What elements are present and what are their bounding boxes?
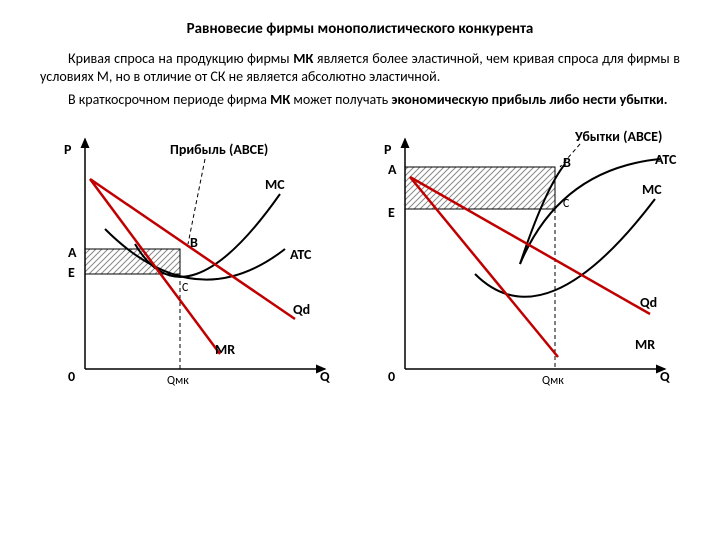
label-MR: MR [215,341,235,358]
chart-loss: Убытки (АВСЕ) P А Е В С MC ATC Qd MR 0 Q… [360,119,680,414]
label-ATC: ATC [290,246,312,263]
label-Q: Q [660,368,670,385]
chart-profit: Прибыль (АВСЕ) P А Е В С MC ATC Qd MR 0 … [40,119,340,414]
chart-profit-svg: Прибыль (АВСЕ) P А Е В С MC ATC Qd MR 0 … [40,119,340,409]
label-Qd: Qd [640,294,657,311]
label-Qmk: Qмк [167,374,189,388]
label-P: P [384,141,392,158]
label-zero: 0 [388,368,395,385]
label-E: Е [68,264,75,281]
label-C: С [563,197,570,211]
label-loss: Убытки (АВСЕ) [574,128,662,145]
label-Qmk: Qмк [542,374,564,388]
paragraph-2: В краткосрочном периоде фирма МК может п… [40,91,680,109]
page-title: Равновесие фирмы монополистического конк… [40,20,680,38]
label-B: В [563,154,571,171]
label-B: В [190,234,198,251]
label-ATC: ATC [655,151,677,168]
curve-mc [475,199,655,297]
label-A: А [68,244,77,261]
label-profit: Прибыль (АВСЕ) [170,141,268,158]
label-Q: Q [320,368,330,385]
label-P: P [64,141,72,158]
paragraph-1: Кривая спроса на продукцию фирмы МК явля… [40,50,680,85]
chart-loss-svg: Убытки (АВСЕ) P А Е В С MC ATC Qd MR 0 Q… [360,119,680,409]
label-MC: MC [642,181,662,198]
dash-profit-label [188,159,205,244]
label-Qd: Qd [293,301,310,318]
label-C: С [182,281,189,295]
label-MR: MR [635,336,655,353]
label-zero: 0 [68,368,75,385]
label-A: А [388,161,397,178]
charts-row: Прибыль (АВСЕ) P А Е В С MC ATC Qd MR 0 … [40,119,680,414]
label-E: Е [388,204,395,221]
label-MC: MC [265,176,285,193]
